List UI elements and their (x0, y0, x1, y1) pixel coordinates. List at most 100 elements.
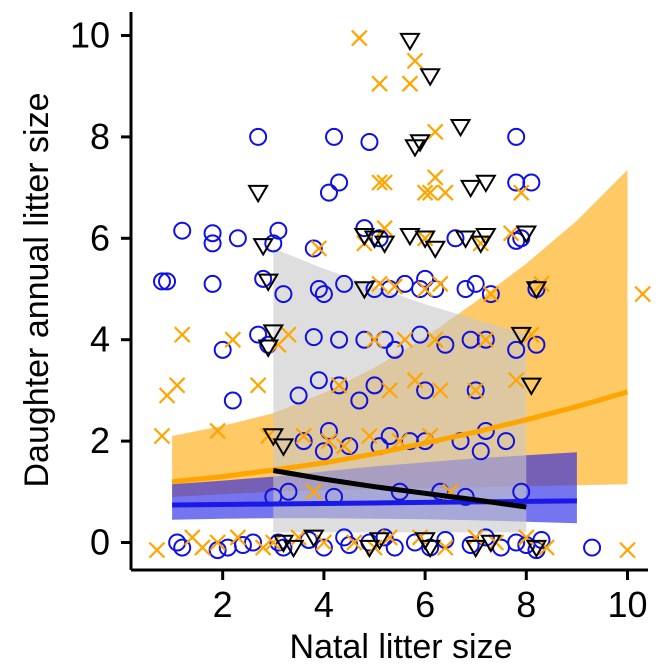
circle-point (466, 381, 485, 400)
circle-point (466, 274, 485, 293)
cross-point (467, 529, 484, 546)
confidence-bands (172, 169, 628, 533)
cross-point (366, 331, 383, 348)
circle-point (355, 330, 374, 349)
cross-point (533, 275, 550, 293)
cross-point (265, 534, 282, 551)
circle-point (471, 442, 490, 461)
cross-point (173, 326, 191, 343)
circle-point (330, 376, 349, 395)
circle-point (385, 538, 404, 557)
circle-point (274, 285, 293, 304)
triangle-point (525, 539, 548, 559)
cross-point (523, 326, 540, 343)
circle-point (244, 533, 263, 552)
cross-point (361, 427, 378, 445)
cross-point (335, 437, 353, 455)
circle-point (583, 538, 602, 557)
circle-point (507, 340, 526, 359)
circle-point (249, 325, 268, 344)
circle-point (228, 229, 247, 248)
circle-point (446, 229, 465, 248)
x-tick-label: 6 (415, 584, 435, 625)
circle-point (173, 538, 192, 557)
cross-point (168, 377, 186, 394)
circle-point (476, 528, 495, 547)
circle-point (314, 538, 333, 557)
circle-point (456, 280, 475, 298)
cross-point (148, 541, 166, 559)
cross-point (512, 184, 530, 201)
triangle-point (424, 240, 446, 259)
axes (129, 12, 648, 572)
circle-point (314, 285, 333, 304)
circle-point (370, 229, 389, 248)
triangle-point (419, 539, 441, 559)
triangle-point (262, 428, 285, 447)
x-tick-label: 4 (314, 584, 334, 625)
triangle-point (262, 324, 285, 343)
cross-point (619, 541, 636, 559)
triangle-point (419, 68, 441, 87)
circle-point (507, 127, 526, 146)
circle-point (208, 541, 227, 560)
circle-point (279, 482, 298, 501)
circle-point (158, 272, 177, 291)
cross-point (406, 52, 424, 70)
cross-point (371, 174, 388, 191)
x-tick-label: 10 (607, 584, 647, 625)
cross-point (426, 169, 444, 186)
circle-point (168, 533, 187, 552)
cross-point (518, 529, 535, 546)
cross-point (401, 75, 419, 92)
cross-point (310, 240, 328, 257)
cross-point (386, 278, 404, 295)
circle-point (203, 224, 222, 243)
triangle-point (399, 32, 421, 52)
cross-point (153, 427, 171, 445)
circle-point (330, 330, 349, 349)
circle-point (319, 183, 338, 202)
circle-point (497, 432, 516, 451)
black-fit-line (272, 468, 527, 510)
cross-point (472, 235, 490, 252)
triangle-point (252, 238, 274, 257)
circle-point (375, 528, 394, 547)
x-tick-label: 8 (516, 584, 536, 625)
cross-point (502, 224, 520, 242)
data-points (148, 29, 651, 560)
triangle-point (272, 534, 295, 554)
circle-point (481, 285, 500, 304)
circle-point (335, 274, 354, 293)
cross-point (416, 280, 434, 298)
cross-point (538, 539, 555, 556)
triangle-point (358, 539, 381, 559)
circle-point (380, 427, 399, 446)
cross-point (320, 432, 338, 450)
circle-point (203, 274, 222, 293)
circle-point (476, 330, 495, 349)
triangle-point (368, 532, 391, 551)
triangle-point (363, 230, 386, 249)
circle-point (461, 536, 480, 555)
circle-point (360, 132, 379, 151)
triangle-point (257, 339, 279, 358)
cross-point (371, 75, 388, 92)
circle-point (340, 437, 359, 456)
cross-point (351, 29, 368, 47)
triangle-point (464, 539, 487, 559)
cross-point (421, 184, 439, 201)
cross-point (376, 219, 393, 237)
cross-point (376, 174, 393, 191)
circle-point (527, 335, 546, 354)
circle-point (304, 239, 323, 258)
triangle-point (525, 281, 548, 300)
circle-point (294, 432, 313, 451)
circle-point (416, 381, 435, 400)
y-tick-label: 6 (90, 217, 110, 258)
circle-point (309, 280, 328, 298)
triangle-point (409, 134, 431, 153)
circle-point (416, 269, 435, 288)
y-axis-title: Daughter annual litter size (18, 92, 56, 487)
